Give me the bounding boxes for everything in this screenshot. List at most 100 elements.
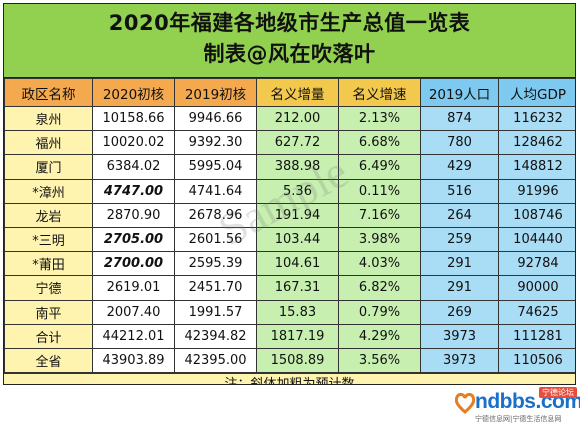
table-row: 龙岩 2870.90 2678.96 191.94 7.16% 264 108746 [4, 202, 575, 228]
cell-region: 龙岩 [4, 202, 93, 228]
cell-gdp-per-capita: 90000 [498, 275, 575, 301]
cell-gdp-per-capita: 110506 [498, 347, 575, 374]
cell-2020: 2007.40 [92, 299, 175, 325]
cell-2019: 2678.96 [174, 202, 257, 228]
cell-2019: 4741.64 [174, 178, 257, 204]
cell-population: 259 [420, 226, 499, 253]
cell-increment: 191.94 [256, 202, 339, 228]
cell-growth-rate: 6.82% [338, 275, 421, 301]
cell-2019: 2451.70 [174, 275, 257, 301]
cell-gdp-per-capita: 91996 [498, 178, 575, 204]
table-header-row: 政区名称 2020初核 2019初核 名义增量 名义增速 2019人口 人均GD… [4, 78, 575, 107]
cell-population: 874 [420, 105, 499, 132]
cell-growth-rate: 6.68% [338, 130, 421, 156]
cell-increment: 104.61 [256, 251, 339, 277]
cell-population: 291 [420, 275, 499, 301]
table-row: 合计 44212.01 42394.82 1817.19 4.29% 3973 111281 [4, 323, 575, 349]
cell-population: 3973 [420, 323, 499, 349]
cell-gdp-per-capita: 108746 [498, 202, 575, 228]
cell-2019: 42395.00 [174, 347, 257, 374]
page-title: 2020年福建各地级市生产总值一览表 [108, 11, 471, 35]
table-row: 全省 43903.89 42395.00 1508.89 3.56% 3973 110506 [4, 347, 575, 374]
cell-region: *莆田 [4, 251, 93, 277]
cell-region: *三明 [4, 226, 93, 253]
cell-gdp-per-capita: 74625 [498, 299, 575, 325]
table-row: 宁德 2619.01 2451.70 167.31 6.82% 291 90000 [4, 275, 575, 301]
cell-population: 516 [420, 178, 499, 204]
cell-2020: 2705.00 [92, 226, 175, 253]
cell-population: 780 [420, 130, 499, 156]
logo-badge: 宁德论坛 [539, 387, 577, 398]
cell-increment: 15.83 [256, 299, 339, 325]
table-row: 厦门 6384.02 5995.04 388.98 6.49% 429 148812 [4, 154, 575, 180]
cell-2019: 5995.04 [174, 154, 257, 180]
site-logo: ndbbs.com 宁德论坛 宁德信息网|宁德生活信息网 [453, 387, 580, 425]
cell-2020: 2870.90 [92, 202, 175, 228]
cell-growth-rate: 7.16% [338, 202, 421, 228]
cell-2020: 2700.00 [92, 251, 175, 277]
cell-region: *漳州 [4, 178, 93, 204]
cell-2019: 42394.82 [174, 323, 257, 349]
table-row: *莆田 2700.00 2595.39 104.61 4.03% 291 92784 [4, 251, 575, 277]
cell-growth-rate: 3.98% [338, 226, 421, 253]
gdp-table-sheet: 2020年福建各地级市生产总值一览表 制表@风在吹落叶 政区名称 2020初核 … [3, 3, 576, 385]
cell-increment: 1817.19 [256, 323, 339, 349]
cell-2019: 2595.39 [174, 251, 257, 277]
cell-region: 南平 [4, 299, 93, 325]
cell-gdp-per-capita: 104440 [498, 226, 575, 253]
cell-increment: 1508.89 [256, 347, 339, 374]
cell-2020: 44212.01 [92, 323, 175, 349]
header-gdp-per-capita: 人均GDP [498, 78, 575, 107]
cell-increment: 103.44 [256, 226, 339, 253]
header-2020: 2020初核 [92, 78, 175, 107]
cell-2019: 2601.56 [174, 226, 257, 253]
cell-2019: 9392.30 [174, 130, 257, 156]
cell-gdp-per-capita: 111281 [498, 323, 575, 349]
heart-icon [455, 393, 475, 414]
cell-region: 宁德 [4, 275, 93, 301]
table-row: *三明 2705.00 2601.56 103.44 3.98% 259 104440 [4, 226, 575, 253]
cell-increment: 212.00 [256, 105, 339, 132]
cell-2020: 10020.02 [92, 130, 175, 156]
cell-population: 264 [420, 202, 499, 228]
cell-2020: 4747.00 [92, 178, 175, 204]
footnote: 注：斜体加粗为预计数 [4, 373, 575, 384]
cell-population: 3973 [420, 347, 499, 374]
cell-2019: 1991.57 [174, 299, 257, 325]
header-population: 2019人口 [420, 78, 499, 107]
cell-increment: 5.36 [256, 178, 339, 204]
cell-2020: 6384.02 [92, 154, 175, 180]
cell-gdp-per-capita: 116232 [498, 105, 575, 132]
cell-gdp-per-capita: 92784 [498, 251, 575, 277]
table-row: 南平 2007.40 1991.57 15.83 0.79% 269 74625 [4, 299, 575, 325]
cell-population: 269 [420, 299, 499, 325]
table-row: 泉州 10158.66 9946.66 212.00 2.13% 874 116232 [4, 105, 575, 132]
cell-region: 合计 [4, 323, 93, 349]
cell-population: 291 [420, 251, 499, 277]
cell-increment: 627.72 [256, 130, 339, 156]
cell-gdp-per-capita: 148812 [498, 154, 575, 180]
cell-region: 厦门 [4, 154, 93, 180]
cell-region: 福州 [4, 130, 93, 156]
cell-2020: 43903.89 [92, 347, 175, 374]
table-row: 福州 10020.02 9392.30 627.72 6.68% 780 128462 [4, 130, 575, 156]
cell-growth-rate: 6.49% [338, 154, 421, 180]
cell-gdp-per-capita: 128462 [498, 130, 575, 156]
gdp-table: 政区名称 2020初核 2019初核 名义增量 名义增速 2019人口 人均GD… [4, 78, 575, 374]
logo-tagline: 宁德信息网|宁德生活信息网 [475, 415, 562, 423]
cell-growth-rate: 3.56% [338, 347, 421, 374]
cell-2020: 2619.01 [92, 275, 175, 301]
cell-increment: 388.98 [256, 154, 339, 180]
cell-growth-rate: 4.03% [338, 251, 421, 277]
cell-region: 泉州 [4, 105, 93, 132]
cell-2020: 10158.66 [92, 105, 175, 132]
cell-growth-rate: 0.79% [338, 299, 421, 325]
cell-2019: 9946.66 [174, 105, 257, 132]
table-row: *漳州 4747.00 4741.64 5.36 0.11% 516 91996 [4, 178, 575, 204]
cell-growth-rate: 4.29% [338, 323, 421, 349]
header-2019: 2019初核 [174, 78, 257, 107]
cell-population: 429 [420, 154, 499, 180]
header-increment: 名义增量 [256, 78, 339, 107]
cell-region: 全省 [4, 347, 93, 374]
cell-growth-rate: 0.11% [338, 178, 421, 204]
